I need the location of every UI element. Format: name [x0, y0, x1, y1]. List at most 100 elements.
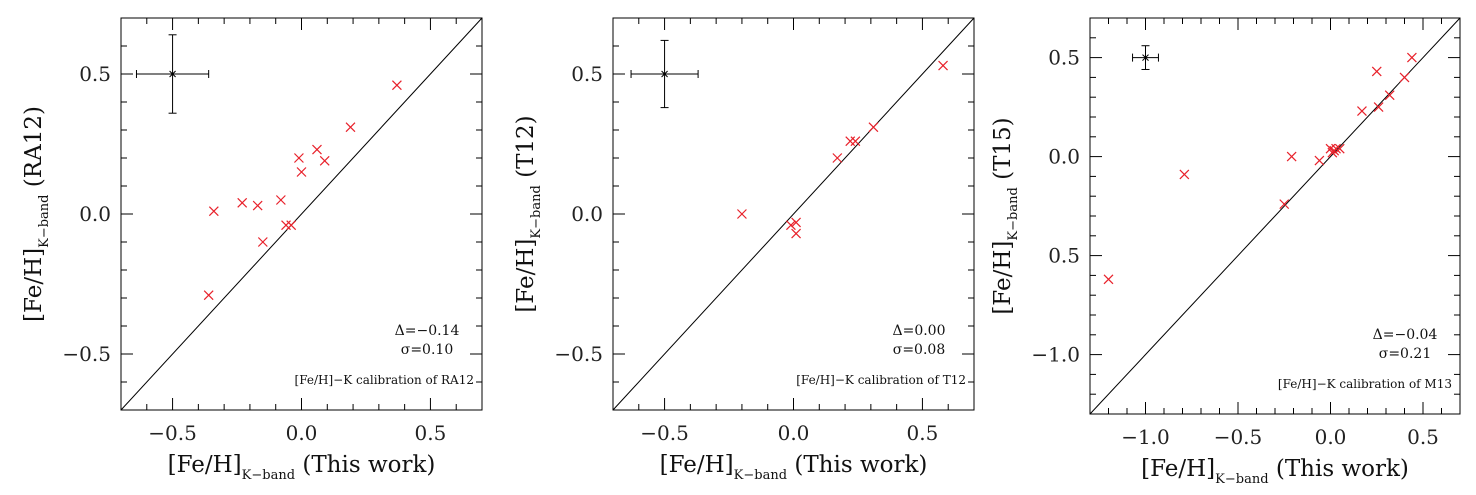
- data-point: [237, 197, 248, 208]
- data-point-stroke: [938, 60, 948, 71]
- data-point: [785, 220, 796, 231]
- calibration-text: [Fe/H]−K calibration of RA12: [295, 373, 474, 387]
- data-point-stroke: [319, 155, 330, 166]
- data-point-stroke: [791, 217, 802, 228]
- error-bar: [1132, 45, 1159, 70]
- data-point-stroke: [1286, 151, 1297, 162]
- error-bar-marker: [661, 70, 668, 78]
- data-point: [1406, 52, 1417, 63]
- x-axis-label-tail: (This work): [295, 452, 435, 478]
- data-point-stroke: [257, 237, 268, 247]
- y-axis-label-sub: K−band: [529, 185, 544, 238]
- sigma-text: σ=0.21: [1379, 346, 1431, 362]
- data-point: [791, 228, 802, 239]
- data-point: [868, 122, 879, 133]
- data-point: [1357, 106, 1367, 116]
- data-point-stroke: [1406, 52, 1417, 63]
- data-point: [938, 60, 948, 71]
- data-point: [850, 136, 861, 147]
- y-axis-label: [Fe/H]K−band (RA12): [21, 106, 52, 322]
- panel-1: −0.5 0.0 0.5 −0.5 0.0 0.5 Δ=−0.14 σ=0.10 [Fe/H]−…: [21, 17, 483, 483]
- data-point-stroke: [203, 290, 214, 301]
- y-tick-label: 0.0: [1048, 145, 1080, 169]
- data-point: [832, 153, 843, 163]
- data-point-stroke: [1399, 72, 1410, 83]
- x-axis-label-tail: (This work): [787, 452, 927, 478]
- x-tick-label: 0.5: [415, 421, 447, 445]
- y-axis-label-tail: (T15): [990, 117, 1016, 187]
- y-tick-label: 0.5: [1048, 244, 1080, 268]
- error-bar: [630, 39, 699, 109]
- y-tick-label: −1.0: [1031, 343, 1080, 367]
- x-tick-label: 0.0: [1315, 425, 1347, 449]
- data-point-stroke: [391, 80, 402, 91]
- data-point: [286, 220, 297, 231]
- y-axis-label-sub: K−band: [1006, 187, 1021, 240]
- data-point: [1373, 102, 1384, 113]
- y-tick-label: 0.5: [571, 62, 603, 86]
- x-tick-label: 0.5: [1407, 425, 1439, 449]
- data-point: [275, 195, 286, 205]
- data-point: [1334, 143, 1345, 154]
- sigma-text: σ=0.10: [401, 342, 453, 358]
- x-axis-label: [Fe/H]K−band (This work): [660, 452, 928, 483]
- data-point-stroke: [345, 122, 356, 133]
- one-to-one-line: [1089, 17, 1461, 415]
- data-point: [208, 206, 219, 217]
- y-tick-label: 0.5: [79, 62, 111, 86]
- data-point: [1384, 90, 1395, 101]
- data-point-stroke: [1357, 106, 1367, 116]
- delta-text: Δ=−0.14: [395, 323, 460, 339]
- data-point-stroke: [286, 220, 297, 231]
- data-point-stroke: [1384, 90, 1395, 101]
- data-point-stroke: [791, 228, 802, 239]
- calibration-text: [Fe/H]−K calibration of T12: [796, 373, 966, 387]
- data-point: [1103, 274, 1114, 285]
- x-tick-label: −0.5: [640, 421, 689, 445]
- x-axis-label-tail: (This work): [1269, 456, 1409, 482]
- data-point-stroke: [1279, 199, 1290, 210]
- data-point: [1286, 151, 1297, 162]
- data-point: [1179, 169, 1190, 180]
- data-point: [1279, 199, 1290, 210]
- data-point: [845, 136, 856, 147]
- data-point: [252, 200, 263, 211]
- data-point: [296, 167, 307, 177]
- data-point-stroke: [1103, 274, 1114, 285]
- data-point: [737, 209, 747, 219]
- data-point-stroke: [1331, 143, 1341, 154]
- y-axis-label-main: [Fe/H]: [990, 241, 1016, 315]
- data-point-stroke: [832, 153, 843, 163]
- x-axis-label: [Fe/H]K−band (This work): [1141, 456, 1409, 487]
- panel-2: −0.5 0.0 0.5 −0.5 0.0 0.5 Δ=0.00 σ=0.08 [Fe/H]−K…: [513, 17, 975, 483]
- y-axis-label-tail: (T12): [513, 115, 539, 185]
- one-to-one-line: [612, 17, 975, 411]
- x-axis-label-main: [Fe/H]: [660, 452, 734, 478]
- x-axis-label-sub: K−band: [1215, 472, 1268, 487]
- x-tick-label: 0.0: [286, 421, 318, 445]
- data-point-stroke: [237, 197, 248, 208]
- x-axis-label-sub: K−band: [242, 468, 295, 483]
- data-point-stroke: [1371, 66, 1382, 77]
- data-point-stroke: [208, 206, 219, 217]
- data-point: [1314, 155, 1325, 166]
- y-tick-label: 0.5: [1048, 46, 1080, 70]
- data-point: [319, 155, 330, 166]
- data-point: [281, 220, 291, 231]
- data-point-stroke: [737, 209, 747, 219]
- error-bar: [135, 34, 210, 114]
- x-axis-label: [Fe/H]K−band (This work): [168, 452, 436, 483]
- y-axis-label-tail: (RA12): [21, 106, 47, 194]
- y-tick-label: −0.5: [62, 342, 111, 366]
- panel-3: −1.0 −0.5 0.0 0.5 −1.0 0.5 0.0 0.5 Δ=−0.04 σ=0.21…: [990, 17, 1461, 487]
- y-axis-label-main: [Fe/H]: [513, 239, 539, 313]
- calibration-text: [Fe/H]−K calibration of M13: [1278, 377, 1452, 391]
- data-point-stroke: [1334, 143, 1345, 154]
- sigma-text: σ=0.08: [893, 342, 945, 358]
- data-point: [345, 122, 356, 133]
- data-point: [1371, 66, 1382, 77]
- x-tick-label: 0.0: [778, 421, 810, 445]
- data-point: [1399, 72, 1410, 83]
- data-point-stroke: [1314, 155, 1325, 166]
